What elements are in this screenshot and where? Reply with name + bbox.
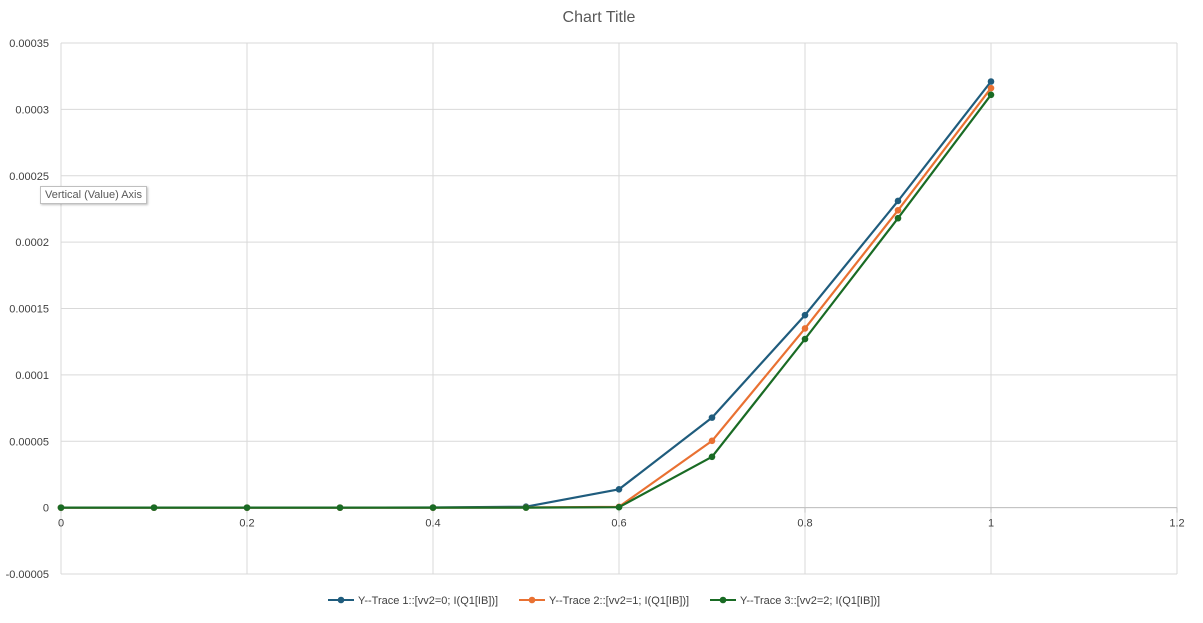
legend-label-3: Y--Trace 3::[vv2=2; I(Q1[IB])]: [740, 595, 880, 607]
series-3-point[interactable]: [243, 504, 251, 511]
series-1-point[interactable]: [708, 414, 716, 421]
series-1-point[interactable]: [987, 78, 995, 85]
y-tick-label: 0.00015: [9, 304, 49, 316]
gridlines: [60, 42, 1178, 575]
series-2-line[interactable]: [61, 87, 992, 509]
series-3-point[interactable]: [987, 91, 995, 99]
series-3-point[interactable]: [57, 504, 65, 511]
series-3-point[interactable]: [522, 504, 530, 511]
x-tick-label: 0.2: [239, 518, 254, 530]
x-tick-label: 0.8: [797, 518, 812, 530]
x-tick-label: 1.2: [1169, 518, 1184, 530]
y-tick-label: 0.0002: [15, 237, 49, 249]
series-1-point[interactable]: [615, 486, 623, 493]
series-1-point[interactable]: [894, 197, 902, 205]
legend-marker-1: [337, 596, 345, 604]
series-2-point[interactable]: [894, 206, 902, 214]
x-tick-label: 0.6: [611, 518, 626, 530]
legend-label-2: Y--Trace 2::[vv2=1; I(Q1[IB])]: [549, 595, 689, 607]
series-3-point[interactable]: [336, 504, 344, 511]
series-3-point[interactable]: [150, 504, 158, 511]
legend-entry-2[interactable]: Y--Trace 2::[vv2=1; I(Q1[IB])]: [519, 595, 689, 607]
legend-entry-3[interactable]: Y--Trace 3::[vv2=2; I(Q1[IB])]: [710, 595, 880, 607]
series-3-point[interactable]: [708, 453, 716, 461]
y-tick-label: 0: [43, 503, 49, 515]
series-3-point[interactable]: [801, 335, 809, 343]
x-tick-label: 0: [58, 518, 64, 530]
plot-area[interactable]: [57, 78, 995, 511]
series-3-point[interactable]: [429, 504, 437, 511]
series-1[interactable]: [57, 78, 995, 511]
legend-marker-3: [719, 596, 727, 604]
y-tick-label: 0.00005: [9, 436, 49, 448]
legend-label-1: Y--Trace 1::[vv2=0; I(Q1[IB])]: [358, 595, 498, 607]
y-tick-label: 0.0001: [15, 370, 49, 382]
series-2-point[interactable]: [987, 84, 995, 92]
series-3-line[interactable]: [61, 94, 992, 509]
chart-title[interactable]: Chart Title: [563, 9, 636, 26]
series-3-point[interactable]: [894, 214, 902, 222]
series-2-point[interactable]: [708, 437, 716, 445]
series-3-point[interactable]: [615, 503, 623, 511]
series-1-line[interactable]: [61, 80, 992, 509]
legend[interactable]: Y--Trace 1::[vv2=0; I(Q1[IB])] Y--Trace 2…: [328, 595, 880, 607]
legend-marker-2: [528, 596, 536, 604]
legend-entry-1[interactable]: Y--Trace 1::[vv2=0; I(Q1[IB])]: [328, 595, 498, 607]
series-2[interactable]: [57, 84, 995, 511]
axis-tooltip: Vertical (Value) Axis: [40, 186, 148, 204]
y-tick-label: 0.0003: [15, 104, 49, 116]
series-1-point[interactable]: [801, 311, 809, 319]
x-tick-label: 1: [988, 518, 994, 530]
y-tick-label: 0.00035: [9, 38, 49, 50]
y-tick-label: 0.00025: [9, 171, 49, 183]
axes: -0.00005 0 0.00005 0.0001 0.00015 0.0002 0.000…: [6, 38, 1185, 581]
series-3[interactable]: [57, 91, 995, 511]
y-tick-label: -0.00005: [6, 569, 49, 581]
x-tick-label: 0.4: [425, 518, 440, 530]
series-2-point[interactable]: [801, 325, 809, 332]
